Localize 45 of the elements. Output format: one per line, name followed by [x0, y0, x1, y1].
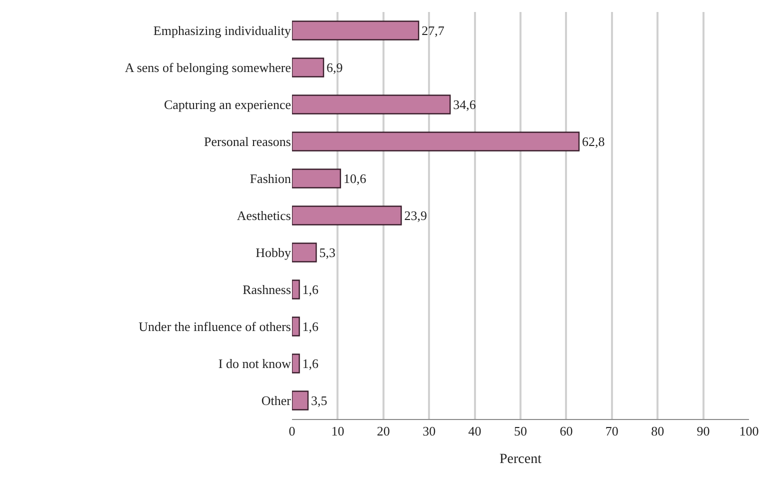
- data-label: 6,9: [326, 60, 343, 75]
- bar: [292, 242, 317, 262]
- x-tick-label: 10: [331, 424, 344, 439]
- x-tick-label: 20: [376, 424, 390, 439]
- x-tick-label: 30: [422, 424, 436, 439]
- data-label: 62,8: [582, 134, 605, 149]
- x-axis-title: Percent: [500, 452, 542, 467]
- y-tick-label: Capturing an experience: [164, 97, 292, 112]
- y-tick-label: Emphasizing individuality: [153, 23, 292, 38]
- y-tick-label: Fashion: [250, 171, 292, 186]
- bar: [292, 58, 324, 78]
- y-tick-label: Personal reasons: [204, 134, 291, 150]
- bar: [292, 354, 300, 374]
- y-tick-label: Under the influence of others: [138, 319, 291, 334]
- y-tick-label: A sens of belonging somewhere: [124, 60, 292, 76]
- bar: [292, 168, 342, 188]
- bar: [292, 20, 420, 40]
- data-label: 1,6: [302, 282, 320, 297]
- y-tick-label: I do not know: [218, 356, 292, 372]
- bar: [292, 390, 309, 410]
- data-label: 3,5: [311, 393, 328, 408]
- bar: [292, 280, 300, 300]
- data-label: 34,6: [453, 97, 476, 112]
- data-label: 1,6: [302, 356, 320, 371]
- bar: [292, 206, 402, 226]
- y-tick-label: Rashness: [242, 282, 291, 298]
- x-tick-label: 90: [696, 424, 710, 439]
- x-tick-label: 50: [514, 424, 527, 439]
- x-tick-label: 40: [468, 424, 482, 439]
- data-label: 10,6: [343, 171, 367, 186]
- data-label: 1,6: [302, 319, 320, 334]
- y-tick-label: Hobby: [256, 245, 292, 260]
- data-label: 5,3: [319, 245, 336, 260]
- x-tick-label: 0: [288, 424, 296, 439]
- bar: [292, 94, 451, 114]
- x-tick-label: 100: [739, 424, 759, 439]
- data-label: 27,7: [422, 23, 445, 38]
- bar: [292, 316, 300, 336]
- data-label: 23,9: [404, 208, 427, 223]
- bar: [292, 132, 580, 152]
- y-tick-label: Other: [261, 393, 292, 408]
- x-tick-label: 60: [560, 424, 573, 439]
- y-tick-label: Aesthetics: [236, 208, 291, 224]
- x-tick-label: 80: [651, 424, 664, 439]
- x-tick-label: 70: [605, 424, 618, 439]
